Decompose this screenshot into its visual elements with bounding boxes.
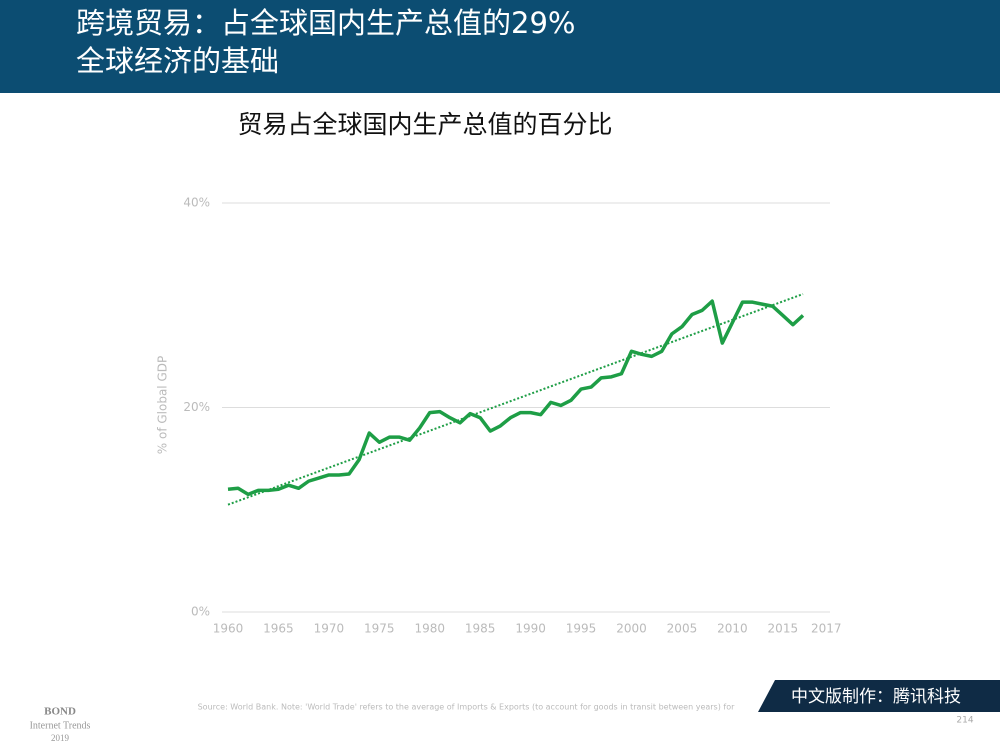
page-number: 214 xyxy=(956,716,973,726)
x-tick-label: 1960 xyxy=(213,622,244,636)
x-tick-label: 2000 xyxy=(616,622,647,636)
x-tick-label: 2005 xyxy=(667,622,698,636)
brand: Internet Trends xyxy=(30,720,91,731)
trend-line xyxy=(227,293,804,506)
y-tick-label: 0% xyxy=(191,605,210,619)
x-tick-label: 2015 xyxy=(768,622,799,636)
credit: 中文版制作：腾讯科技 xyxy=(791,687,961,707)
x-tick-label: 1965 xyxy=(263,622,294,636)
y-axis-label: % of Global GDP xyxy=(156,356,170,454)
slide-title: 跨境贸易：占全球国内生产总值的29% xyxy=(76,6,575,40)
brand: 2019 xyxy=(51,733,70,743)
chart-title: 贸易占全球国内生产总值的百分比 xyxy=(237,110,612,139)
x-tick-label: 2010 xyxy=(717,622,748,636)
brand: BOND xyxy=(44,706,76,718)
x-tick-label: 1970 xyxy=(314,622,345,636)
x-tick-label: 1980 xyxy=(414,622,445,636)
x-tick-label: 1995 xyxy=(566,622,597,636)
header-band xyxy=(0,0,1000,93)
y-tick-label: 20% xyxy=(183,400,210,414)
x-tick-label: 1975 xyxy=(364,622,395,636)
x-tick-label: 2017 xyxy=(811,622,842,636)
y-tick-label: 40% xyxy=(183,196,210,210)
source-note: Source: World Bank. Note: 'World Trade' … xyxy=(198,703,736,712)
x-tick-label: 1985 xyxy=(465,622,496,636)
credit-banner xyxy=(758,680,1000,712)
data-line xyxy=(227,299,805,497)
x-tick-label: 1990 xyxy=(515,622,546,636)
slide-title: 全球经济的基础 xyxy=(76,44,279,78)
